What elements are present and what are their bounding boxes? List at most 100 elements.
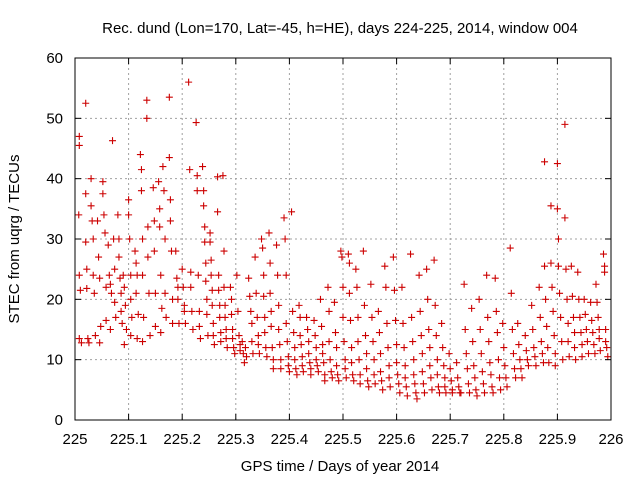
- data-point: [316, 295, 324, 303]
- data-point: [349, 371, 357, 379]
- y-tick-label: 40: [46, 171, 63, 188]
- data-point: [507, 289, 515, 297]
- data-point: [440, 362, 448, 370]
- data-point: [133, 335, 141, 343]
- data-point: [334, 371, 342, 379]
- data-point: [537, 338, 545, 346]
- data-point: [493, 329, 501, 337]
- data-point: [251, 253, 259, 261]
- data-point: [276, 341, 284, 349]
- data-point: [109, 137, 117, 145]
- data-point: [101, 229, 109, 237]
- data-point: [447, 377, 455, 385]
- data-point: [424, 295, 432, 303]
- data-point: [195, 322, 203, 330]
- data-point: [430, 256, 438, 264]
- data-point: [132, 259, 140, 267]
- data-point: [601, 262, 609, 270]
- data-point: [179, 283, 187, 291]
- data-point: [120, 341, 128, 349]
- data-point: [241, 344, 249, 352]
- data-point: [602, 338, 610, 346]
- data-point: [355, 356, 363, 364]
- data-point: [266, 259, 274, 267]
- data-point: [319, 341, 327, 349]
- data-point: [118, 319, 126, 327]
- data-point: [557, 313, 565, 321]
- data-point: [445, 350, 453, 358]
- data-point: [151, 322, 159, 330]
- data-point: [403, 392, 411, 400]
- data-point: [321, 377, 329, 385]
- data-point: [173, 274, 181, 282]
- data-point: [379, 386, 387, 394]
- data-point: [325, 307, 333, 315]
- data-point: [321, 371, 329, 379]
- data-point: [180, 301, 188, 309]
- data-point: [132, 289, 140, 297]
- data-point: [401, 374, 409, 382]
- data-point: [291, 356, 299, 364]
- data-point: [434, 383, 442, 391]
- data-point: [553, 160, 561, 168]
- data-point: [545, 359, 553, 367]
- data-point: [146, 332, 154, 340]
- data-point: [87, 175, 95, 183]
- data-point: [350, 377, 358, 385]
- data-point: [401, 362, 409, 370]
- data-point: [551, 350, 559, 358]
- data-point: [217, 338, 225, 346]
- data-point: [114, 211, 122, 219]
- data-point: [178, 265, 186, 273]
- data-point: [538, 350, 546, 358]
- data-point: [268, 344, 276, 352]
- x-tick-label: 225.4: [271, 431, 309, 448]
- data-point: [229, 335, 237, 343]
- data-point: [340, 338, 348, 346]
- data-point: [337, 247, 345, 255]
- data-point: [161, 235, 169, 243]
- data-point: [75, 211, 83, 219]
- data-point: [76, 286, 84, 294]
- data-point: [594, 313, 602, 321]
- data-point: [291, 344, 299, 352]
- data-point: [464, 380, 472, 388]
- data-point: [524, 362, 532, 370]
- data-point: [313, 362, 321, 370]
- data-point: [483, 271, 491, 279]
- data-point: [239, 350, 247, 358]
- data-point: [233, 271, 241, 279]
- data-point: [580, 295, 588, 303]
- data-point: [296, 313, 304, 321]
- data-point: [96, 339, 104, 347]
- y-tick-label: 10: [46, 352, 63, 369]
- data-point: [470, 362, 478, 370]
- data-point: [222, 326, 230, 333]
- data-point: [368, 313, 376, 321]
- data-point: [312, 356, 320, 364]
- data-point: [117, 307, 125, 315]
- data-point: [139, 338, 147, 346]
- data-point: [258, 235, 266, 243]
- data-point: [446, 365, 454, 373]
- data-point: [584, 350, 592, 358]
- data-point: [140, 313, 148, 321]
- chart-title: Rec. dund (Lon=170, Lat=-45, h=HE), days…: [102, 20, 578, 37]
- data-point: [589, 329, 597, 337]
- data-point: [377, 350, 385, 358]
- data-point: [100, 211, 108, 219]
- data-point: [255, 350, 263, 358]
- data-point: [463, 365, 471, 373]
- data-point: [548, 283, 556, 291]
- data-point: [571, 344, 579, 352]
- data-point: [75, 141, 83, 149]
- data-point: [238, 338, 246, 346]
- data-point: [518, 374, 526, 382]
- data-point: [228, 310, 236, 318]
- data-point: [318, 322, 326, 330]
- data-point: [252, 289, 260, 297]
- x-tick-label: 225.1: [110, 431, 148, 448]
- data-point: [604, 353, 612, 361]
- data-point: [282, 271, 290, 279]
